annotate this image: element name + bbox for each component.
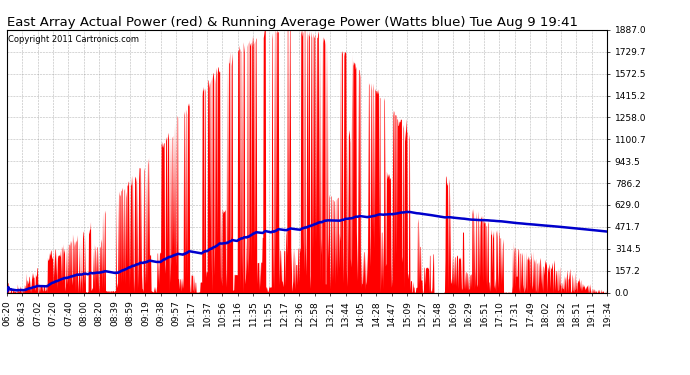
- Text: East Array Actual Power (red) & Running Average Power (Watts blue) Tue Aug 9 19:: East Array Actual Power (red) & Running …: [7, 16, 578, 29]
- Text: Copyright 2011 Cartronics.com: Copyright 2011 Cartronics.com: [8, 35, 139, 44]
